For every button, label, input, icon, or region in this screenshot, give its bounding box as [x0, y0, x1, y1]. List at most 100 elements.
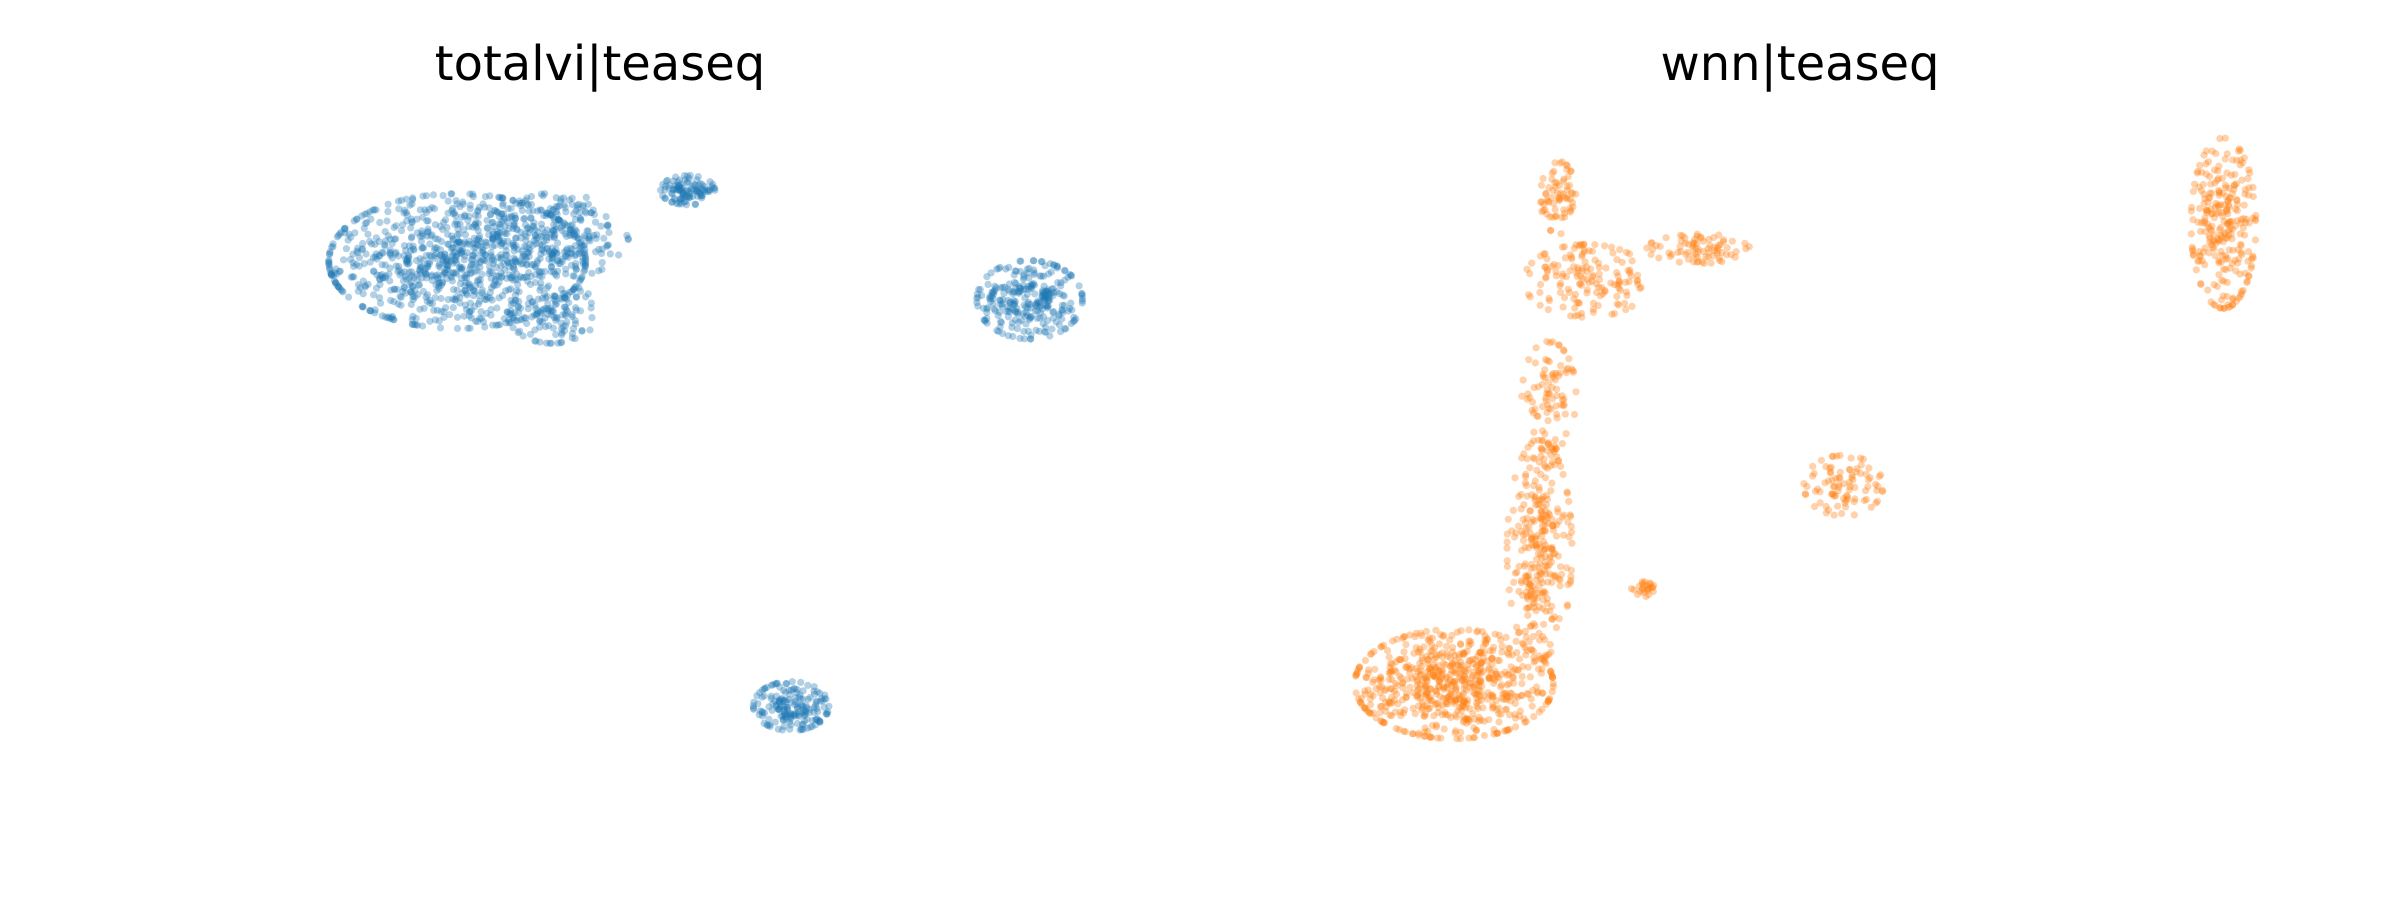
data-point	[2218, 209, 2226, 217]
data-point	[1563, 183, 1571, 191]
data-point	[694, 173, 702, 181]
data-point	[781, 702, 789, 711]
data-point	[353, 215, 361, 223]
data-point	[1571, 290, 1580, 298]
data-point	[1693, 254, 1702, 262]
data-point	[1400, 633, 1408, 641]
data-point	[1551, 549, 1559, 558]
data-point	[1523, 265, 1531, 273]
data-point	[486, 210, 495, 218]
data-point	[710, 184, 718, 192]
data-point	[793, 686, 801, 694]
data-point	[1842, 503, 1850, 511]
data-point	[2217, 231, 2225, 239]
data-point	[1414, 702, 1423, 710]
data-point	[449, 244, 457, 252]
data-point	[517, 234, 525, 242]
data-point	[364, 280, 372, 288]
data-point	[2231, 170, 2239, 179]
data-point	[534, 256, 542, 265]
data-point	[587, 209, 595, 217]
data-point	[1078, 290, 1086, 298]
data-point	[1536, 252, 1545, 260]
data-point	[460, 256, 468, 264]
data-point	[1453, 661, 1461, 669]
data-point	[1563, 186, 1571, 194]
data-point	[1646, 580, 1654, 588]
data-point	[432, 250, 440, 258]
data-point	[1554, 508, 1562, 516]
data-point	[2241, 269, 2249, 277]
data-point	[432, 272, 440, 280]
data-point	[2194, 167, 2202, 176]
data-point	[1530, 428, 1538, 436]
data-point	[494, 230, 502, 238]
data-point	[464, 324, 472, 332]
data-point	[604, 222, 612, 230]
data-point	[335, 283, 343, 291]
data-point	[1551, 376, 1559, 384]
data-point	[992, 284, 1000, 292]
data-point	[385, 313, 393, 321]
data-point	[1539, 633, 1547, 641]
data-point	[575, 200, 583, 208]
data-point	[1722, 251, 1731, 259]
data-point	[532, 337, 540, 345]
data-point	[507, 274, 515, 282]
data-point	[1453, 628, 1461, 636]
data-point	[1046, 260, 1054, 268]
data-point	[552, 202, 560, 211]
data-point	[1476, 648, 1484, 657]
data-point	[2206, 225, 2214, 233]
data-point	[487, 274, 495, 282]
data-point	[475, 291, 483, 300]
data-point	[1460, 675, 1468, 684]
data-point	[694, 192, 702, 200]
data-point	[997, 317, 1005, 325]
data-point	[1562, 273, 1570, 281]
data-point	[1424, 705, 1433, 713]
data-point	[406, 201, 414, 209]
data-point	[806, 705, 814, 713]
data-point	[1376, 689, 1384, 697]
data-point	[501, 266, 509, 274]
data-point	[580, 241, 589, 249]
data-point	[780, 706, 789, 714]
data-point	[1390, 687, 1398, 695]
data-point	[495, 229, 504, 237]
data-point	[1423, 668, 1431, 676]
data-point	[1437, 672, 1446, 680]
data-point	[1516, 628, 1524, 637]
data-point	[1431, 700, 1439, 709]
data-point	[773, 679, 781, 688]
data-point	[492, 272, 500, 280]
data-point	[1589, 308, 1597, 316]
data-point	[527, 272, 535, 280]
data-point	[780, 708, 789, 716]
data-point	[1022, 285, 1030, 293]
data-point	[453, 253, 461, 261]
data-point	[1385, 675, 1393, 684]
data-point	[422, 192, 430, 200]
data-point	[1545, 650, 1553, 659]
data-point	[452, 218, 460, 226]
data-point	[1668, 250, 1676, 259]
data-point	[541, 267, 549, 276]
data-point	[512, 270, 521, 278]
data-point	[511, 214, 519, 223]
data-point	[548, 253, 557, 261]
data-point	[1558, 392, 1566, 400]
data-point	[442, 266, 450, 274]
data-point	[1628, 302, 1636, 310]
cluster-6	[1627, 578, 1658, 601]
data-point	[476, 264, 484, 272]
data-point	[532, 305, 540, 313]
data-point	[461, 286, 469, 295]
data-point	[2241, 190, 2249, 198]
data-point	[544, 282, 553, 290]
data-point	[2247, 264, 2255, 272]
data-point	[1060, 292, 1068, 300]
data-point	[2214, 175, 2222, 183]
data-point	[1622, 278, 1630, 286]
data-point	[1713, 249, 1721, 257]
